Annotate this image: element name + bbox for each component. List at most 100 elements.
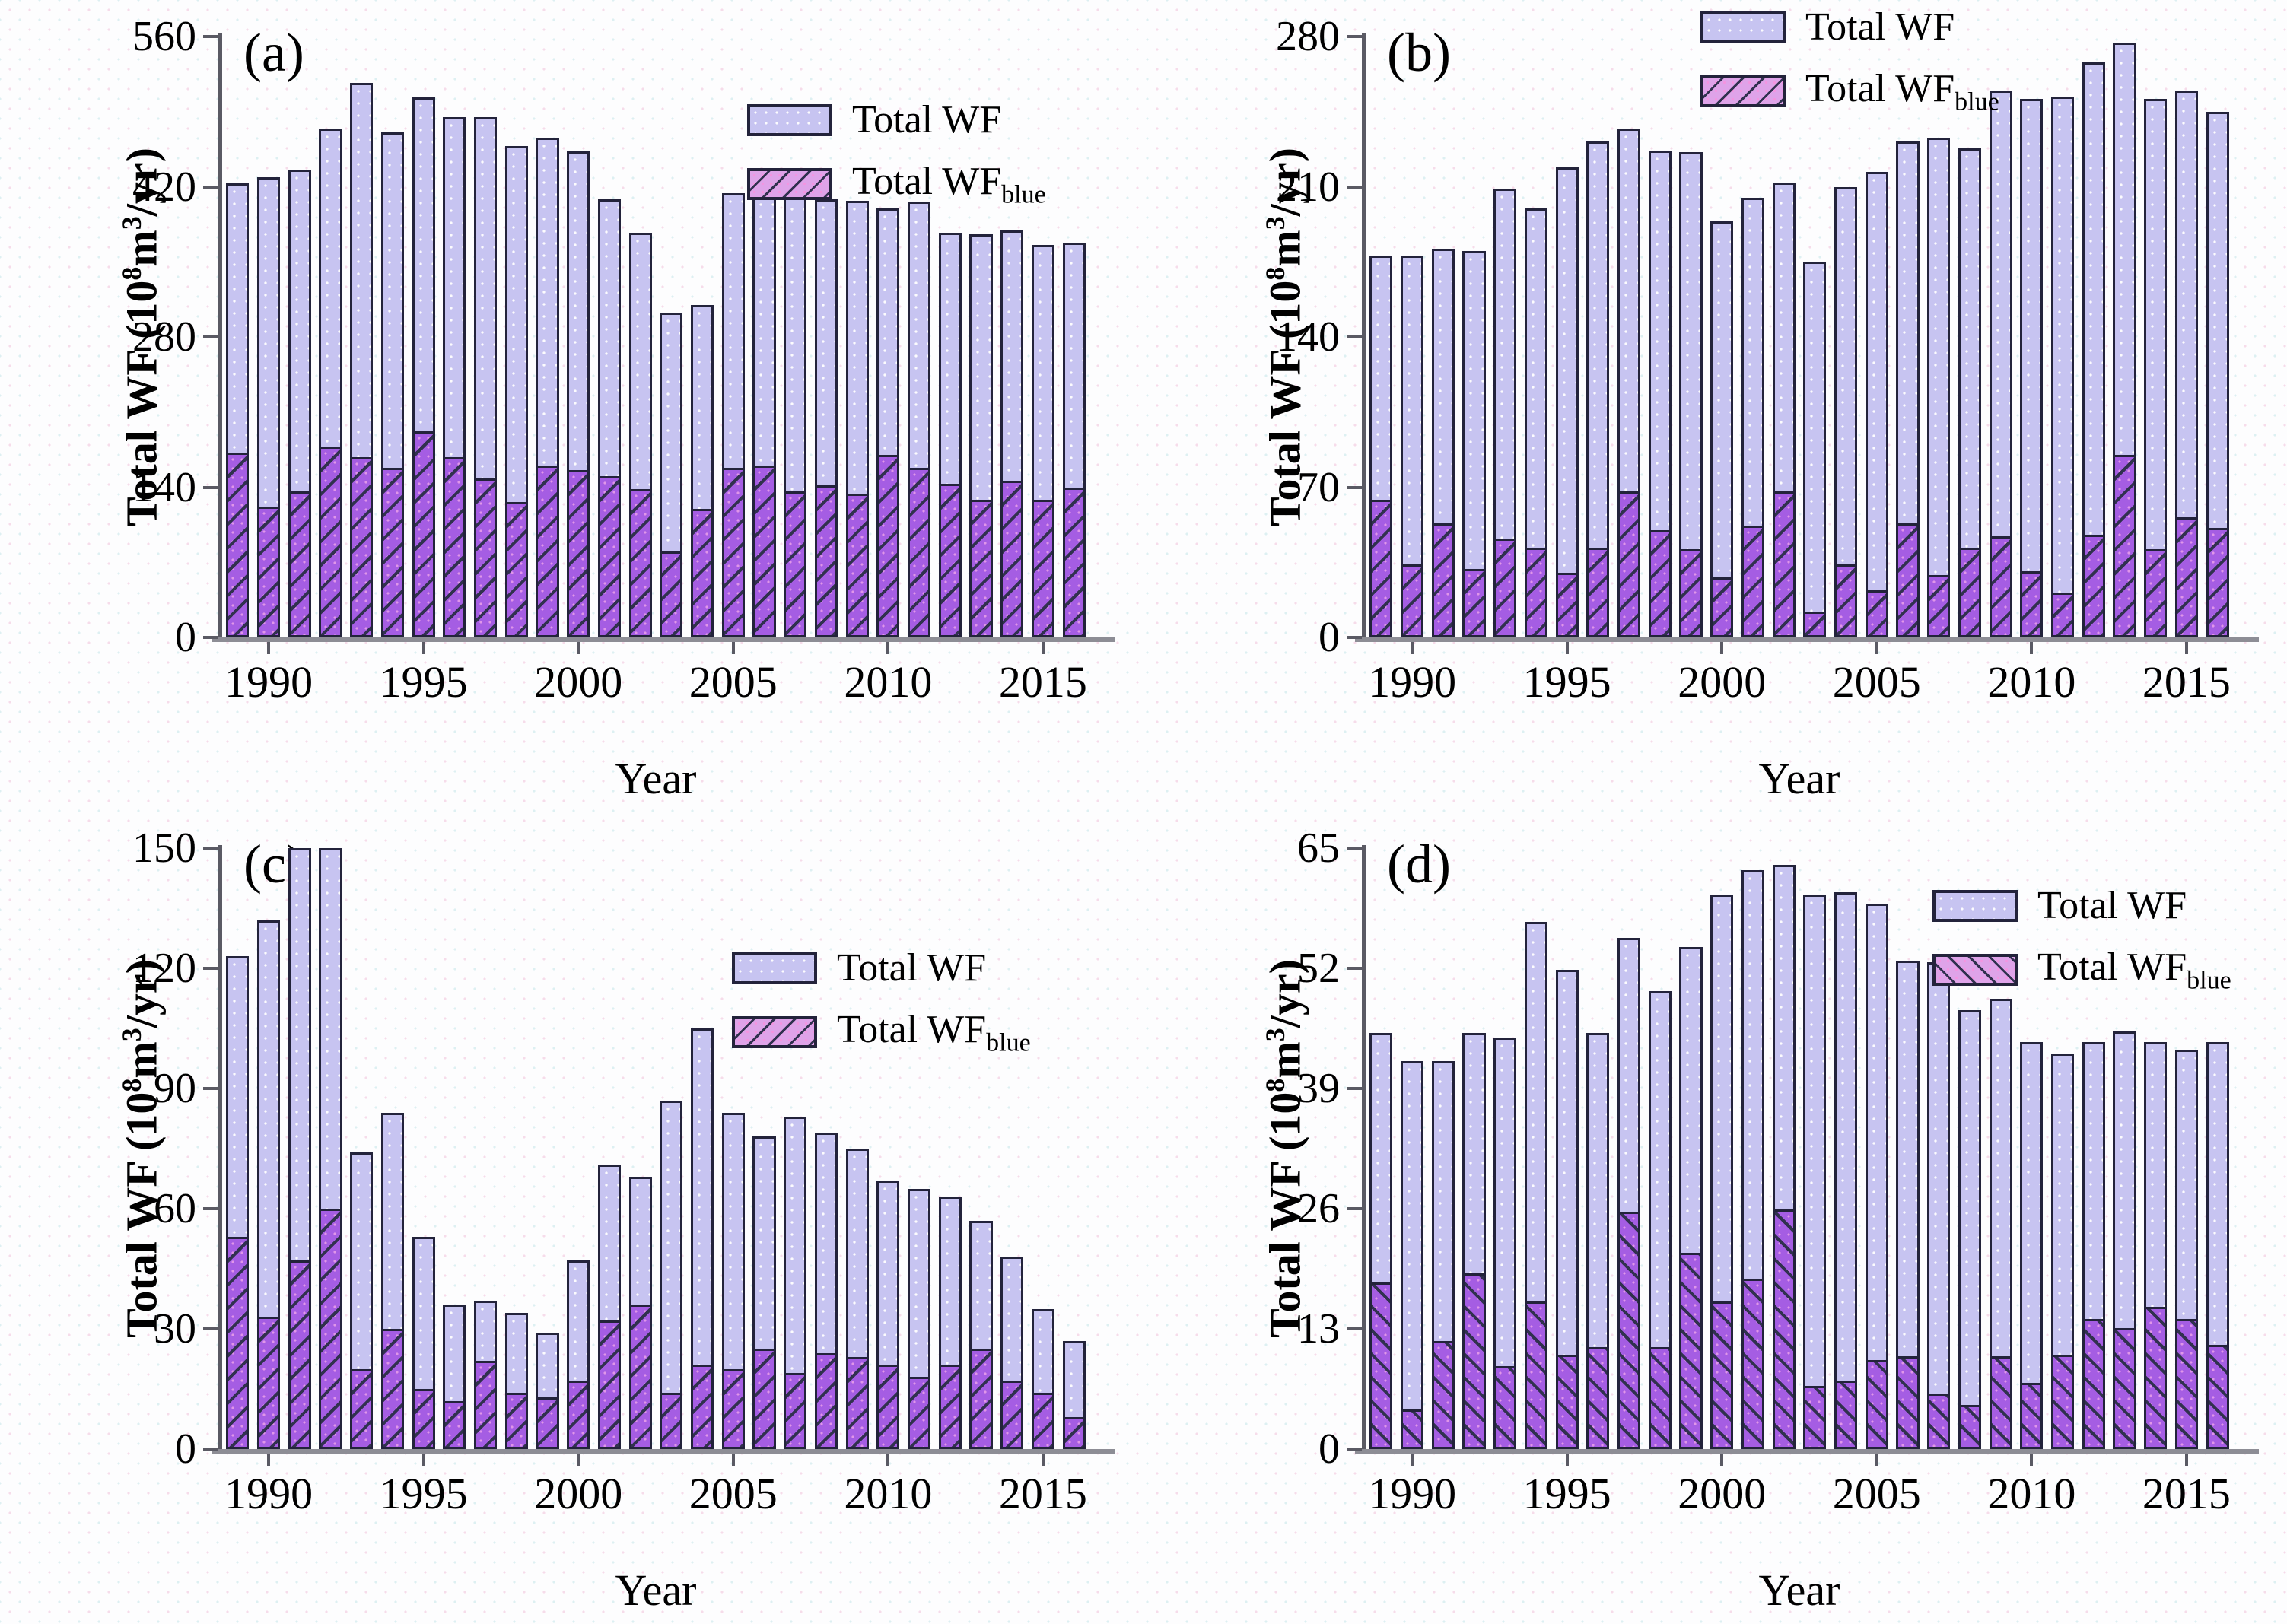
bar-total-wf [2051,97,2075,637]
y-tick-mark [203,636,218,639]
legend-item-total-wf: Total WF [1700,5,1999,49]
bar-total-wf-blue [1896,523,1920,637]
x-tick-label: 1995 [379,657,468,707]
bar-total-wf-blue [1710,1301,1734,1449]
y-tick-label: 70 [1297,463,1340,511]
bar-total-wf [2020,1042,2044,1449]
y-tick-label: 210 [1276,163,1340,211]
bar-total-wf-blue [2206,528,2229,637]
legend-label-total-wf-blue: Total WFblue [837,1007,1031,1057]
y-tick-mark [203,335,218,338]
x-tick-label: 2015 [998,657,1087,707]
x-tick-label: 2015 [998,1469,1087,1518]
bar-total-wf-blue [2020,1382,2044,1449]
bar-total-wf [1803,894,1827,1449]
bar-total-wf-blue [1958,547,1981,637]
y-tick-mark [1347,1087,1362,1090]
x-tick-label: 2010 [1987,1469,2076,1518]
legend-label-total-wf-blue-sub: blue [2187,966,2231,995]
x-tick-label: 1995 [1522,657,1611,707]
x-axis [212,637,1115,642]
bar-total-wf-blue [597,1320,621,1449]
y-axis-label: Total WF (108m3/yr) [1259,848,1310,1449]
y-axis-label-sup-3: 3 [116,1028,147,1042]
legend-item-total-wf-blue: Total WFblue [1700,66,1999,116]
legend: Total WF Total WFblue [1700,5,1999,116]
bar-total-wf-blue [660,1393,683,1449]
x-tick-label: 2010 [844,657,933,707]
bar-total-wf-blue [319,446,342,637]
x-tick-label: 2010 [844,1469,933,1518]
bar-total-wf-blue [1865,590,1888,637]
bar-total-wf [1555,167,1579,637]
panel-a: Total WF (108m3/yr) (a) Total WF Total W… [0,0,1144,812]
bar-total-wf-blue [1989,1356,2012,1449]
legend-swatch-total-wf [1700,11,1786,43]
bar-total-wf-blue [1031,500,1054,637]
legend-item-total-wf-blue: Total WFblue [747,159,1046,209]
bar-total-wf-blue [1803,1386,1827,1449]
x-tick-mark [1041,1454,1045,1466]
y-tick-label: 280 [1276,13,1340,60]
bar-total-wf-blue [1555,1355,1579,1449]
bar-total-wf [1803,262,1827,637]
bar-total-wf-blue [1927,575,1951,637]
y-tick-mark [1347,967,1362,970]
legend-item-total-wf-blue: Total WFblue [1932,945,2231,995]
x-tick-mark [1565,642,1569,654]
y-tick-mark [1347,185,1362,189]
bar-total-wf-blue [1493,1365,1517,1449]
x-tick-label: 1990 [1368,657,1457,707]
x-tick-mark [267,1454,271,1466]
bar-total-wf-blue [1803,612,1827,637]
x-tick-mark [731,1454,735,1466]
bar-total-wf-blue [2051,592,2075,637]
legend-label-total-wf-blue: Total WFblue [852,159,1046,209]
panel-letter-a: (a) [243,22,304,83]
bar-total-wf [1401,1060,1424,1449]
y-axis [1362,33,1366,637]
x-tick-mark [267,642,271,654]
x-tick-label: 1990 [1368,1469,1457,1518]
x-tick-mark [886,1454,890,1466]
y-tick-mark [1347,1327,1362,1330]
legend-label-total-wf-blue: Total WFblue [1805,66,1999,116]
bar-total-wf-blue [2113,455,2136,637]
y-tick-label: 39 [1297,1065,1340,1112]
bar-total-wf-blue [2144,1306,2168,1449]
bar-total-wf-blue [1369,500,1393,637]
legend-label-total-wf: Total WF [852,98,1002,141]
x-axis [1355,637,2259,642]
bar-total-wf-blue [1555,573,1579,637]
y-tick-mark [1347,1448,1362,1451]
y-axis-label-sup-3: 3 [1260,216,1290,230]
y-tick-label: 26 [1297,1185,1340,1232]
y-tick-label: 140 [1276,313,1340,361]
legend-label-total-wf-blue-main: Total WF [852,160,1002,203]
x-tick-label: 2000 [1678,657,1767,707]
bar-total-wf-blue [1834,564,1858,637]
y-tick-label: 150 [132,825,196,872]
legend-swatch-total-wf-blue [747,168,832,201]
legend-item-total-wf: Total WF [1932,883,2231,928]
x-tick-mark [1875,1454,1878,1466]
bar-total-wf-blue [350,1368,374,1449]
y-tick-mark [1347,1207,1362,1210]
bar-total-wf-blue [536,1397,559,1449]
x-axis-title: Year [1758,754,1840,803]
y-axis-label-sup-3: 3 [1260,1028,1290,1042]
bar-total-wf-blue [412,1389,435,1449]
bar-total-wf-blue [380,1329,404,1449]
y-tick-label: 30 [154,1305,196,1352]
y-tick-label: 0 [175,614,196,661]
y-tick-mark [203,1207,218,1210]
x-tick-label: 2005 [689,657,778,707]
legend-swatch-total-wf-blue [732,1016,817,1049]
bar-total-wf [1834,186,1858,637]
bar-total-wf-blue [1710,577,1734,637]
x-tick-label: 2005 [689,1469,778,1518]
y-tick-mark [203,185,218,189]
legend-swatch-total-wf [747,103,832,136]
bar-total-wf [1710,221,1734,637]
legend-label-total-wf-blue: Total WFblue [2037,945,2231,995]
